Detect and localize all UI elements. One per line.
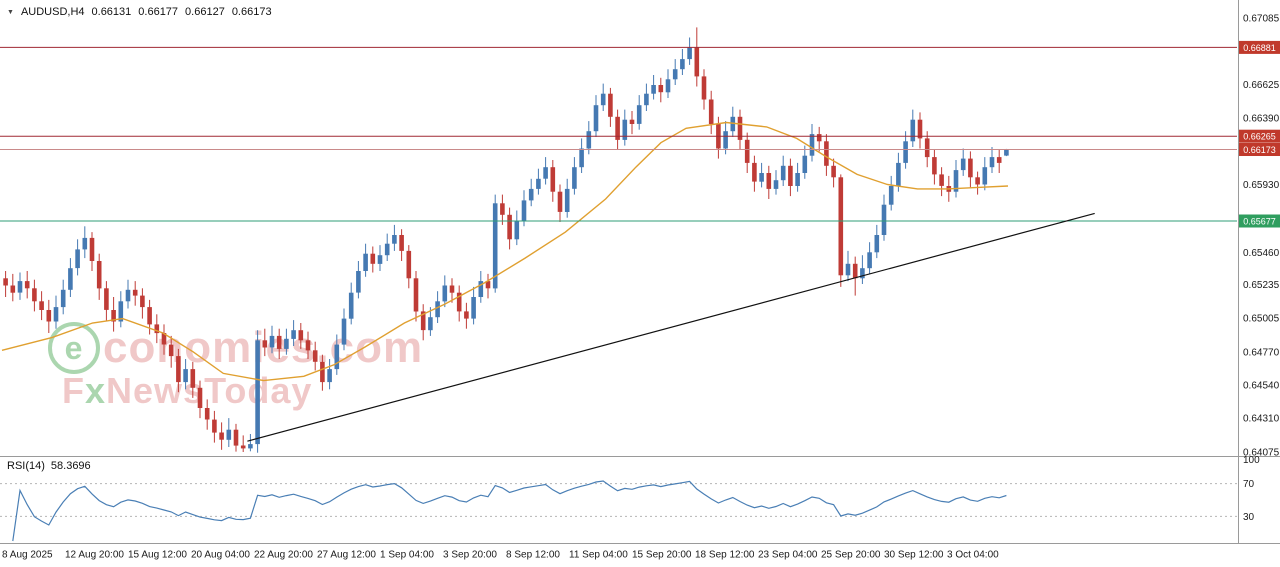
ohlc-low-value: 0.66127: [185, 6, 225, 18]
svg-text:25 Sep 20:00: 25 Sep 20:00: [821, 550, 881, 561]
svg-text:0.65235: 0.65235: [1243, 280, 1280, 291]
economies-logo-icon: e: [48, 322, 100, 374]
svg-text:8 Aug 2025: 8 Aug 2025: [2, 550, 53, 561]
svg-text:22 Aug 20:00: 22 Aug 20:00: [254, 550, 313, 561]
svg-text:0.64540: 0.64540: [1243, 381, 1280, 392]
svg-text:27 Aug 12:00: 27 Aug 12:00: [317, 550, 376, 561]
svg-text:0.66881: 0.66881: [1243, 43, 1276, 53]
svg-text:70: 70: [1243, 479, 1255, 490]
symbol-dropdown-icon[interactable]: ▼: [7, 8, 14, 16]
price-badge-support: 0.65677: [1239, 214, 1280, 228]
svg-text:0.66173: 0.66173: [1243, 145, 1276, 155]
svg-text:0.66625: 0.66625: [1243, 80, 1280, 91]
svg-text:3 Oct 04:00: 3 Oct 04:00: [947, 550, 999, 561]
candles-layer[interactable]: [3, 27, 1009, 453]
watermark-subbrand: FxNewsToday: [62, 370, 313, 411]
fx-x-icon: x: [85, 370, 107, 411]
svg-text:30 Sep 12:00: 30 Sep 12:00: [884, 550, 944, 561]
svg-text:0.64770: 0.64770: [1243, 347, 1280, 358]
svg-text:20 Aug 04:00: 20 Aug 04:00: [191, 550, 250, 561]
ohlc-close-value: 0.66173: [231, 6, 272, 18]
svg-text:100: 100: [1243, 455, 1260, 466]
price-levels: [0, 46, 1237, 222]
svg-text:12 Aug 20:00: 12 Aug 20:00: [65, 550, 124, 561]
price-badge-resistance: 0.66881: [1239, 40, 1280, 54]
svg-text:0.65460: 0.65460: [1243, 248, 1280, 259]
svg-text:0.66390: 0.66390: [1243, 114, 1280, 125]
svg-text:8 Sep 12:00: 8 Sep 12:00: [506, 550, 560, 561]
svg-text:11 Sep 04:00: 11 Sep 04:00: [569, 550, 628, 561]
rsi-current-value: 58.3696: [50, 460, 91, 472]
svg-text:1 Sep 04:00: 1 Sep 04:00: [380, 550, 434, 561]
ohlc-open-value: 0.66131: [91, 6, 132, 18]
trendline[interactable]: [247, 212, 1095, 442]
svg-text:0.64075: 0.64075: [1243, 448, 1280, 459]
ohlc-high-value: 0.66177: [138, 6, 179, 18]
svg-text:3 Sep 20:00: 3 Sep 20:00: [443, 550, 497, 561]
symbol-timeframe-label: AUDUSD,H4: [20, 6, 85, 18]
svg-text:15 Aug 12:00: 15 Aug 12:00: [128, 550, 187, 561]
svg-text:18 Sep 12:00: 18 Sep 12:00: [695, 550, 755, 561]
svg-text:23 Sep 04:00: 23 Sep 04:00: [758, 550, 818, 561]
rsi-line: [12, 480, 1007, 542]
price-axis[interactable]: 0.67085 0.66625 0.66390 0.65930 0.65460 0.652…: [1239, 14, 1280, 523]
svg-text:0.66265: 0.66265: [1243, 132, 1276, 142]
chart-title-bar: ▼ AUDUSD,H4 0.66131 0.66177 0.66127 0.66…: [7, 6, 272, 18]
price-badge-current_price: 0.66173: [1239, 143, 1280, 156]
rsi-name: RSI(14): [7, 460, 45, 472]
svg-text:0.65677: 0.65677: [1243, 217, 1276, 227]
rsi-indicator-label: RSI(14) 58.3696: [7, 460, 91, 472]
moving-average-line: [1, 121, 1009, 382]
svg-text:0.65930: 0.65930: [1243, 180, 1280, 191]
svg-text:0.64310: 0.64310: [1243, 414, 1280, 425]
svg-text:0.65005: 0.65005: [1243, 313, 1280, 324]
svg-text:30: 30: [1243, 512, 1255, 523]
svg-text:15 Sep 20:00: 15 Sep 20:00: [632, 550, 692, 561]
price-badge-resistance: 0.66265: [1239, 129, 1280, 143]
time-axis[interactable]: 8 Aug 2025 12 Aug 20:00 15 Aug 12:00 20 Aug…: [2, 550, 999, 561]
watermark-domain-text: .com: [316, 323, 424, 372]
svg-text:0.67085: 0.67085: [1243, 14, 1280, 25]
